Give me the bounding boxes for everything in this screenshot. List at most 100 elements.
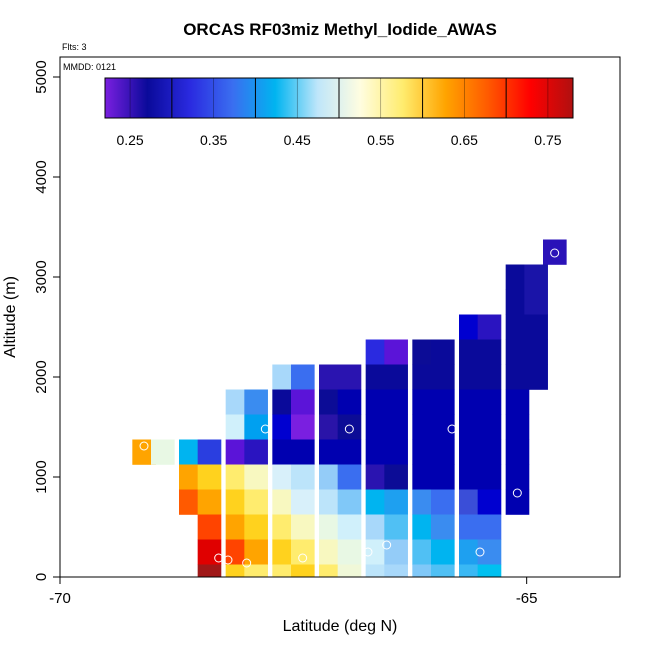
- heatmap-cell: [431, 339, 455, 365]
- heatmap-cell: [225, 489, 250, 515]
- heatmap-cell: [337, 464, 362, 490]
- heatmap-cell: [384, 339, 408, 365]
- heatmap-cell: [244, 539, 268, 565]
- sample-point: [298, 553, 308, 563]
- heatmap-cell: [291, 414, 315, 440]
- heatmap-cell: [431, 489, 455, 515]
- heatmap-cell: [431, 564, 455, 578]
- heatmap-cell: [365, 414, 390, 440]
- heatmap-cell: [459, 564, 483, 578]
- heatmap-cell: [505, 414, 530, 440]
- heatmap-cell: [244, 414, 268, 440]
- heatmap-cell: [459, 389, 483, 415]
- heatmap-cell: [412, 364, 436, 390]
- heatmap-cell: [384, 389, 408, 415]
- heatmap-cell: [272, 414, 296, 440]
- heatmap-cell: [459, 414, 483, 440]
- heatmap-cell: [197, 514, 222, 540]
- y-tick-label: 3000: [33, 260, 50, 293]
- sample-point: [242, 558, 252, 568]
- heatmap-cell: [272, 539, 296, 565]
- heatmap-cell: [412, 339, 436, 365]
- y-tick-label: 4000: [33, 160, 50, 193]
- heatmap-cell: [319, 489, 343, 515]
- flights-label: Flts: 3: [62, 42, 87, 52]
- heatmap-cell: [431, 464, 455, 490]
- heatmap-cell: [244, 564, 268, 578]
- y-tick-label: 0: [33, 573, 50, 581]
- y-tick-label: 5000: [33, 60, 50, 93]
- heatmap-cell: [197, 464, 222, 490]
- plot-frame: [59, 56, 621, 578]
- heatmap-cell: [431, 539, 455, 565]
- y-axis: 0 1000 2000 3000 4000 5000: [33, 60, 60, 581]
- heatmap-cell: [291, 464, 315, 490]
- heatmap-cell: [459, 539, 483, 565]
- colorbar-tick-label: 0.75: [534, 132, 561, 148]
- heatmap-cell: [319, 564, 343, 578]
- heatmap-cell: [505, 439, 530, 465]
- heatmap-cell: [459, 314, 483, 340]
- heatmap-cell: [505, 289, 530, 315]
- heatmap-cell: [384, 464, 408, 490]
- y-tick-label: 1000: [33, 460, 50, 493]
- heatmap-cell: [459, 364, 483, 390]
- heatmap-cell: [225, 439, 250, 465]
- sample-point: [344, 424, 354, 434]
- heatmap-cell: [291, 564, 315, 578]
- heatmap-cell: [384, 489, 408, 515]
- heatmap-cell: [179, 489, 203, 515]
- heatmap-cell: [365, 439, 390, 465]
- heatmap-cell: [337, 414, 362, 440]
- sample-point: [139, 441, 149, 451]
- heatmap-cell: [384, 539, 408, 565]
- heatmap-cell: [272, 364, 296, 390]
- heatmap-cell: [291, 514, 315, 540]
- heatmap-cell: [524, 314, 548, 340]
- heatmap-cell: [505, 364, 530, 390]
- heatmap-cell: [179, 439, 203, 465]
- heatmap-cell: [291, 539, 315, 565]
- heatmap-cell: [272, 489, 296, 515]
- heatmap-cell: [384, 364, 408, 390]
- heatmap-cell: [225, 414, 250, 440]
- heatmap-cell: [524, 264, 548, 290]
- heatmap-cell: [272, 389, 296, 415]
- sample-point: [223, 555, 233, 565]
- y-axis-label: Altitude (m): [2, 276, 19, 358]
- heatmap-cell: [412, 489, 436, 515]
- heatmap-cell: [477, 339, 502, 365]
- colorbar-tick-label: 0.55: [367, 132, 394, 148]
- heatmap-cell: [365, 539, 390, 565]
- sample-point: [382, 540, 392, 550]
- x-axis-label: Latitude (deg N): [283, 618, 398, 635]
- heatmap-cell: [291, 364, 315, 390]
- heatmap-cell: [477, 564, 502, 578]
- heatmap-cell: [365, 364, 390, 390]
- heatmap-cell: [505, 389, 530, 415]
- heatmap-cell: [225, 464, 250, 490]
- heatmap-cell: [477, 414, 502, 440]
- x-axis: -70 -65: [49, 577, 538, 607]
- heatmap-cell: [412, 414, 436, 440]
- heatmap-cell: [384, 414, 408, 440]
- heatmap-cell: [431, 414, 455, 440]
- heatmap-cell: [365, 514, 390, 540]
- heatmap-cell: [384, 514, 408, 540]
- heatmap-cell: [412, 564, 436, 578]
- heatmap-cell: [272, 464, 296, 490]
- colorbar-tick-label: 0.25: [116, 132, 143, 148]
- heatmap-cell: [431, 439, 455, 465]
- heatmap-cell: [197, 564, 222, 578]
- x-tick-label: -65: [516, 590, 538, 607]
- heatmap-cell: [151, 439, 175, 465]
- heatmap-cell: [365, 489, 390, 515]
- heatmap-cell: [179, 464, 203, 490]
- heatmap-cell: [291, 389, 315, 415]
- heatmap-cell: [431, 364, 455, 390]
- heatmap-cells: [132, 239, 567, 578]
- heatmap-cell: [384, 439, 408, 465]
- x-tick-label: -70: [49, 590, 71, 607]
- heatmap-cell: [431, 389, 455, 415]
